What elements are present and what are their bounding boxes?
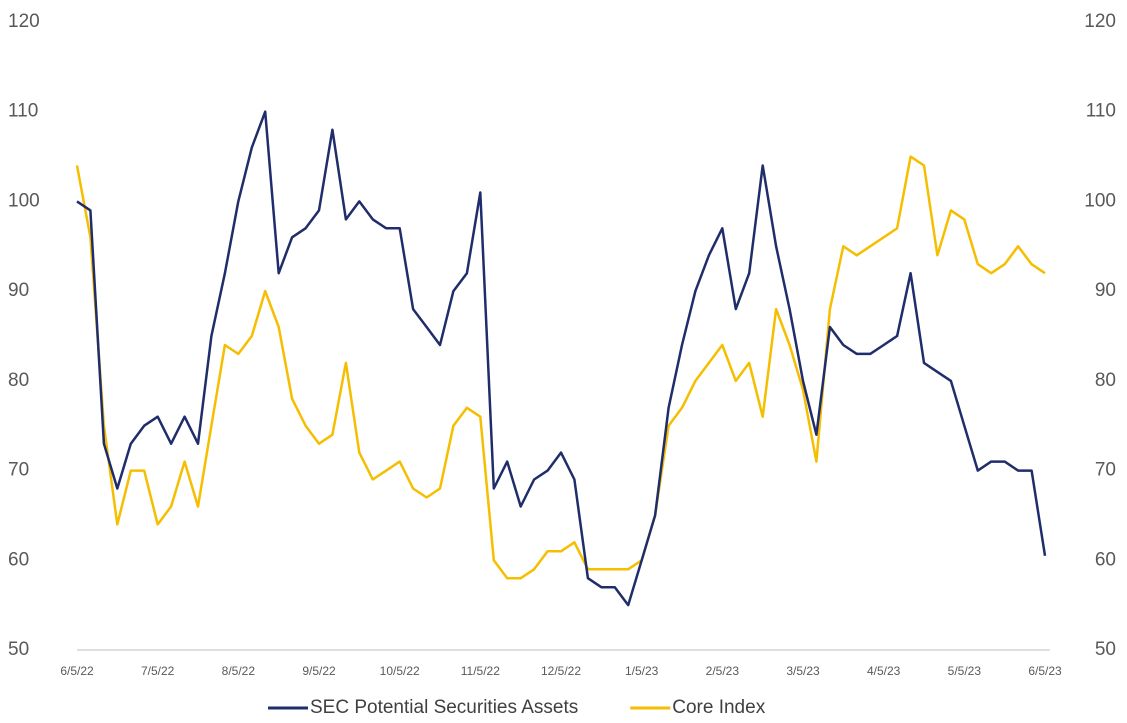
y-tick-label: 110 xyxy=(8,101,38,122)
x-tick-label: 3/5/23 xyxy=(786,664,820,678)
series-line xyxy=(75,155,1046,580)
series-line xyxy=(76,110,1047,607)
y-tick-label: 120 xyxy=(8,11,40,32)
x-tick-label: 9/5/22 xyxy=(302,664,336,678)
x-tick-label: 4/5/23 xyxy=(867,664,901,678)
y2-tick-label: 90 xyxy=(1095,280,1116,301)
y2-tick-label: 70 xyxy=(1095,460,1116,481)
x-tick-label: 6/5/23 xyxy=(1028,664,1062,678)
y-tick-label: 100 xyxy=(8,190,40,211)
x-tick-label: 12/5/22 xyxy=(541,664,581,678)
y-tick-label: 90 xyxy=(8,280,29,301)
y-tick-label: 80 xyxy=(8,370,29,391)
y-tick-label: 70 xyxy=(8,460,29,481)
x-tick-label: 11/5/22 xyxy=(461,664,500,678)
y2-tick-label: 50 xyxy=(1095,639,1116,660)
y-tick-label: 50 xyxy=(8,639,29,660)
legend-label: Core Index xyxy=(672,697,765,718)
x-tick-label: 10/5/22 xyxy=(380,664,420,678)
y2-tick-label: 110 xyxy=(1086,101,1116,122)
x-tick-label: 8/5/22 xyxy=(222,664,256,678)
x-tick-label: 7/5/22 xyxy=(141,664,175,678)
y2-tick-label: 100 xyxy=(1084,190,1116,211)
legend-label: SEC Potential Securities Assets xyxy=(310,697,578,718)
x-tick-label: 6/5/22 xyxy=(60,664,94,678)
y-tick-label: 60 xyxy=(8,549,29,570)
x-tick-label: 5/5/23 xyxy=(948,664,982,678)
y2-tick-label: 80 xyxy=(1095,370,1116,391)
y2-tick-label: 60 xyxy=(1095,549,1116,570)
x-tick-label: 1/5/23 xyxy=(625,664,659,678)
x-tick-label: 2/5/23 xyxy=(706,664,740,678)
y2-tick-label: 120 xyxy=(1084,11,1116,32)
